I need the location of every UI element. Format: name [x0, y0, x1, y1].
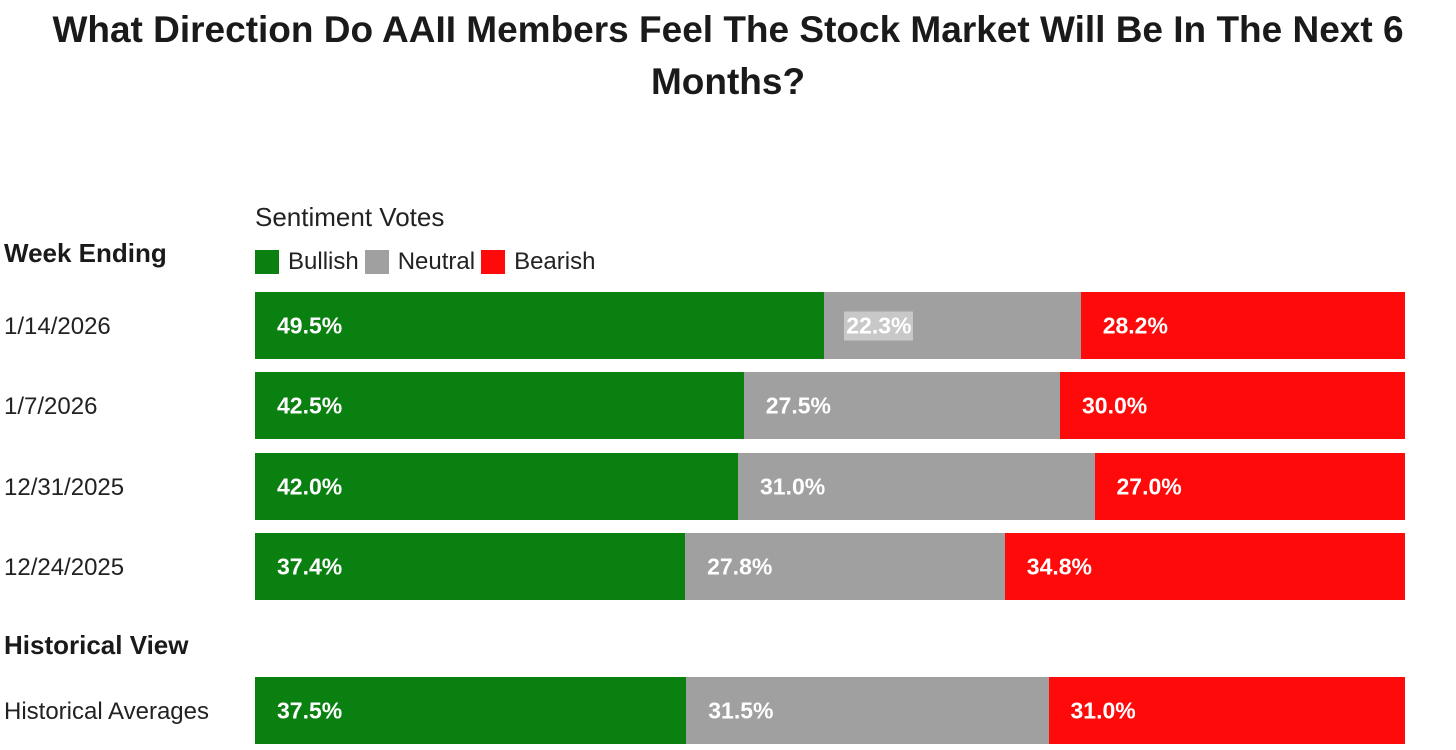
row-label: 1/14/2026 — [4, 313, 111, 340]
data-label: 42.5% — [277, 392, 343, 418]
bar-segment-bullish: 37.4% — [255, 533, 686, 600]
legend-item-neutral: Neutral — [364, 248, 476, 276]
bar-segment-bearish: 30.0% — [1060, 372, 1405, 439]
bar-row: 42.0% 31.0% 27.0% — [255, 453, 1405, 520]
data-label: 28.2% — [1102, 312, 1168, 338]
data-label: 42.0% — [277, 473, 343, 499]
bar-row: 49.5% 22.3% 28.2% — [255, 292, 1405, 359]
bar-segment-bullish: 42.0% — [255, 453, 738, 520]
legend-swatch-neutral — [364, 250, 389, 274]
data-label: 34.8% — [1026, 553, 1092, 579]
legend-swatch-bearish — [481, 250, 506, 274]
data-label: 49.5% — [277, 312, 343, 338]
bar-segment-bearish: 31.0% — [1048, 677, 1405, 744]
data-label: 37.5% — [277, 697, 343, 723]
historical-view-header: Historical View — [4, 630, 189, 660]
row-label: 12/24/2025 — [4, 554, 125, 581]
legend-label-neutral: Neutral — [397, 248, 476, 275]
legend-item-bearish: Bearish — [481, 248, 595, 276]
bar-segment-neutral: 31.0% — [738, 453, 1095, 520]
bar-segment-bearish: 34.8% — [1004, 533, 1405, 600]
legend-item-bullish: Bullish — [255, 248, 359, 276]
bar-segment-neutral: 27.5% — [743, 372, 1060, 439]
data-label: 37.4% — [277, 553, 343, 579]
bar-row: 42.5% 27.5% 30.0% — [255, 372, 1405, 439]
data-label: 30.0% — [1082, 392, 1148, 418]
legend: Bullish Neutral Bearish — [255, 248, 601, 276]
bar-segment-bullish: 49.5% — [255, 292, 825, 359]
chart-title: What Direction Do AAII Members Feel The … — [52, 9, 1404, 102]
row-label: 1/7/2026 — [4, 393, 98, 420]
legend-swatch-bullish — [255, 250, 279, 274]
row-label: 12/31/2025 — [4, 474, 125, 501]
bar-segment-bullish: 42.5% — [255, 372, 744, 439]
legend-label-bearish: Bearish — [514, 248, 596, 275]
bar-segment-neutral: 27.8% — [685, 533, 1005, 600]
bar-row-historical: 37.5% 31.5% 31.0% — [255, 677, 1405, 744]
data-label: 27.0% — [1116, 473, 1182, 499]
bar-segment-bearish: 27.0% — [1094, 453, 1405, 520]
data-label: 31.5% — [708, 697, 774, 723]
data-label: 27.5% — [765, 392, 831, 418]
data-label: 31.0% — [760, 473, 826, 499]
legend-title: Sentiment Votes — [255, 202, 445, 232]
bar-segment-bearish: 28.2% — [1080, 292, 1405, 359]
bar-segment-neutral: 31.5% — [686, 677, 1049, 744]
bar-row: 37.4% 27.8% 34.8% — [255, 533, 1405, 600]
legend-label-bullish: Bullish — [288, 248, 359, 275]
data-label: 27.8% — [707, 553, 773, 579]
bar-segment-bullish: 37.5% — [255, 677, 687, 744]
week-ending-header: Week Ending — [4, 238, 167, 268]
data-label: 31.0% — [1070, 697, 1136, 723]
bar-segment-neutral: 22.3% — [824, 292, 1081, 359]
data-label: 22.3% — [844, 311, 914, 340]
row-label-historical: Historical Averages — [4, 698, 209, 725]
